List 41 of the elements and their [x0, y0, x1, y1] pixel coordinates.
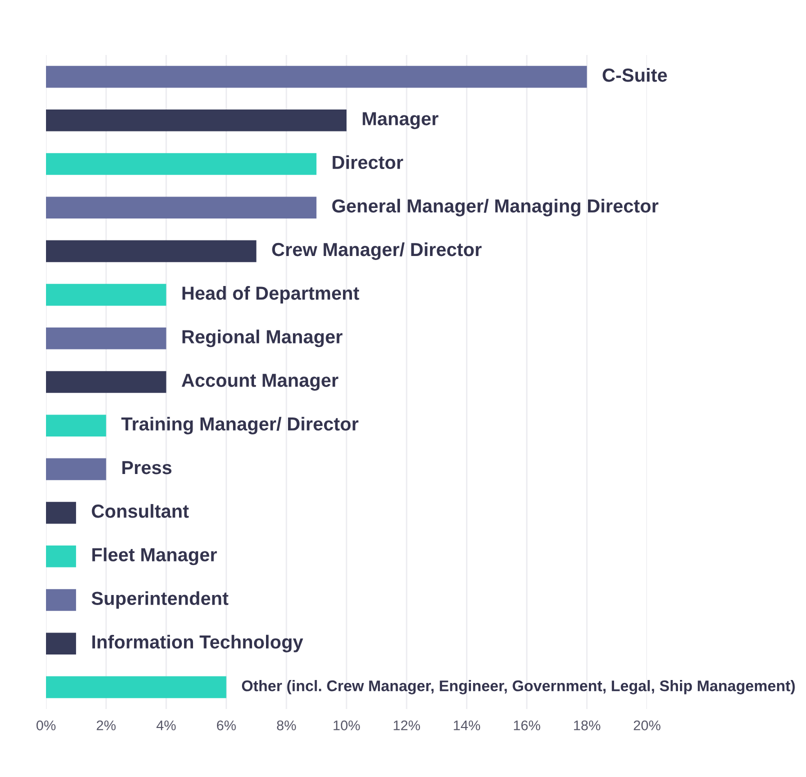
x-tick-label: 14%: [454, 720, 480, 730]
bar: [46, 676, 226, 698]
bar: [46, 632, 76, 654]
x-tick-label: 12%: [394, 720, 420, 730]
x-tick-label: 10%: [334, 720, 360, 730]
x-tick-label: 6%: [216, 720, 236, 730]
y-tick-label: Superintendent: [92, 591, 228, 609]
bar: [46, 196, 316, 218]
bar: [46, 240, 256, 262]
x-tick-label: 16%: [514, 720, 540, 730]
y-tick-label: Training Manager/ Director: [121, 416, 358, 434]
bar: [46, 589, 76, 611]
bar: [46, 546, 76, 568]
x-tick-label: 8%: [276, 720, 296, 730]
x-tick-label: 20%: [634, 720, 660, 730]
y-tick-label: Information Technology: [92, 634, 304, 652]
x-tick-label: 0%: [36, 720, 56, 730]
bar: [46, 66, 587, 88]
bar: [46, 502, 76, 524]
y-tick-label: Fleet Manager: [92, 548, 217, 566]
y-tick-label: C-Suite: [602, 68, 667, 82]
y-tick-label: Regional Manager: [182, 330, 342, 348]
bar: [46, 371, 166, 393]
y-tick-label: Crew Manager/ Director: [272, 242, 482, 260]
bar: [46, 458, 106, 480]
y-tick-label: General Manager/ Managing Director: [332, 198, 658, 216]
bar: [46, 153, 316, 175]
y-tick-label: Account Manager: [182, 374, 338, 391]
y-tick-label: Head of Department: [182, 286, 360, 304]
bar: [46, 110, 346, 132]
y-tick-label: Other (incl. Crew Manager, Engineer, Government, Legal, Ship Management): [242, 680, 795, 694]
bar: [46, 328, 166, 350]
x-tick-label: 4%: [156, 720, 176, 730]
bar: [46, 414, 106, 436]
y-tick-label: Press: [122, 461, 172, 474]
bar: [46, 284, 166, 306]
y-tick-label: Manager: [362, 112, 438, 130]
y-tick-label: Director: [332, 155, 404, 170]
x-tick-label: 18%: [574, 720, 600, 730]
x-tick-label: 2%: [96, 720, 116, 730]
y-tick-label: Consultant: [92, 504, 189, 518]
